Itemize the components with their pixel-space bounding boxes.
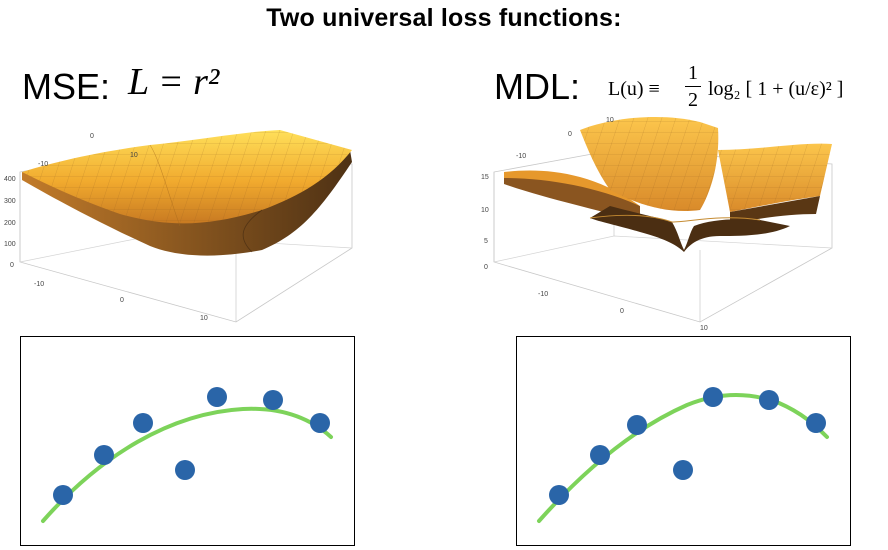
- mse-data-point: [263, 390, 283, 410]
- mse-z-tick-0: 0: [10, 262, 14, 269]
- mse-z-tick-300: 300: [4, 198, 16, 205]
- mse-fit-panel: [20, 336, 355, 546]
- mdl-label: MDL:: [494, 66, 581, 107]
- mse-fit-curve: [41, 406, 333, 523]
- mdl-axis-ticks: 15 10 5 0 -10 0 10 -10 0 10: [481, 117, 708, 332]
- mdl-equation-rhs: log₂ [ 1 + (u/ε)² ]: [708, 78, 844, 100]
- mdl-xf-tick-10: 10: [700, 325, 708, 332]
- mse-z-tick-200: 200: [4, 220, 16, 227]
- mse-z-tick-100: 100: [4, 241, 16, 248]
- mdl-surface: [493, 116, 833, 323]
- mdl-data-point: [549, 485, 569, 505]
- mdl-z-tick-15: 15: [481, 174, 489, 181]
- mse-surface: [19, 130, 353, 323]
- mse-data-point: [133, 413, 153, 433]
- mdl-fraction-bar: [685, 86, 701, 87]
- mse-yb-tick-10: 10: [130, 152, 138, 159]
- mse-data-point: [310, 413, 330, 433]
- mdl-fit-panel: [516, 336, 851, 546]
- mdl-z-tick-0: 0: [484, 264, 488, 271]
- mdl-fit-curve: [537, 393, 829, 523]
- mse-data-point: [175, 460, 195, 480]
- mdl-xf-tick-0: 0: [620, 308, 624, 315]
- mse-axis-ticks: 400 300 200 100 0 -10 0 10 -10 0 10: [4, 133, 208, 322]
- mse-data-point: [94, 445, 114, 465]
- mdl-data-point: [806, 413, 826, 433]
- mse-xf-tick-neg10: -10: [34, 281, 44, 288]
- mdl-yb-tick-0: 0: [568, 131, 572, 138]
- mse-yb-tick-0: 0: [90, 133, 94, 140]
- mdl-yb-tick-10: 10: [606, 117, 614, 124]
- mse-data-point: [53, 485, 73, 505]
- mse-z-tick-400: 400: [4, 176, 16, 183]
- mdl-data-point: [703, 387, 723, 407]
- mse-xf-tick-10: 10: [200, 315, 208, 322]
- mse-fit-svg: [41, 387, 333, 523]
- mdl-data-point: [759, 390, 779, 410]
- mdl-z-tick-5: 5: [484, 238, 488, 245]
- mse-equation-text: L = r²: [128, 61, 220, 103]
- mse-xf-tick-0: 0: [120, 297, 124, 304]
- mdl-xf-tick-neg10: -10: [538, 291, 548, 298]
- mse-yb-tick-neg10: -10: [38, 161, 48, 168]
- mdl-z-tick-10: 10: [481, 207, 489, 214]
- mse-equation: L = r²: [128, 60, 219, 104]
- mdl-data-point: [590, 445, 610, 465]
- mdl-fit-svg: [537, 387, 829, 523]
- mdl-data-point: [673, 460, 693, 480]
- mdl-fraction-num: 1: [688, 62, 698, 84]
- mse-label: MSE:: [22, 66, 111, 107]
- mdl-yb-tick-neg10: -10: [516, 153, 526, 160]
- mdl-fraction-den: 2: [688, 89, 698, 111]
- mdl-equation: L(u) ≡ 1 2 log₂ [ 1 + (u/ε)² ]: [608, 62, 888, 120]
- page-title: Two universal loss functions:: [266, 4, 622, 32]
- mdl-equation-lhs: L(u) ≡: [608, 78, 660, 100]
- mse-data-point: [207, 387, 227, 407]
- mdl-data-point: [627, 415, 647, 435]
